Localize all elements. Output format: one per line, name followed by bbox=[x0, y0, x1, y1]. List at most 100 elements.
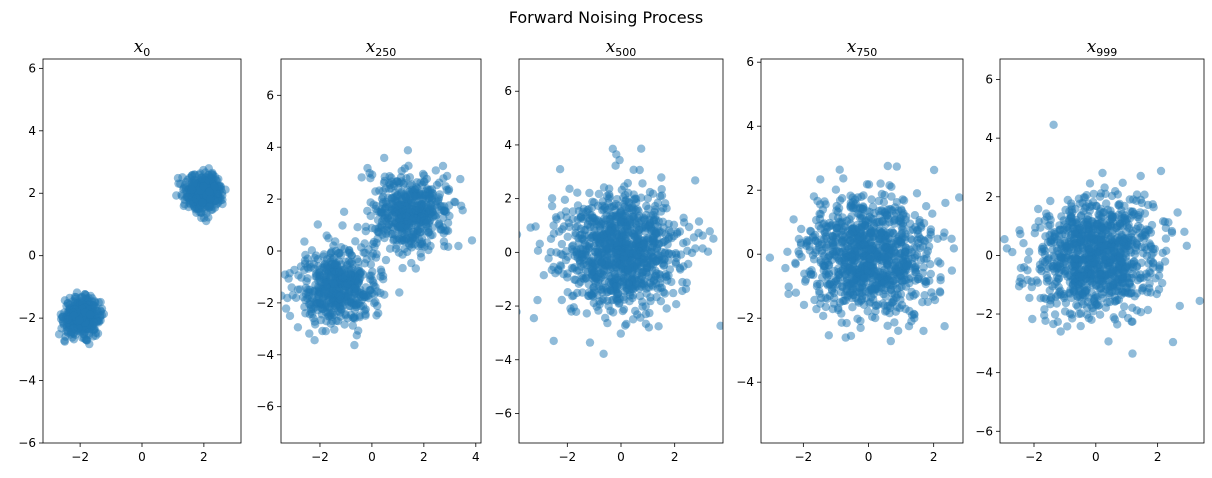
scatter-point bbox=[1118, 310, 1127, 319]
scatter-point bbox=[885, 181, 894, 190]
scatter-point bbox=[1036, 294, 1045, 303]
scatter-point bbox=[902, 261, 912, 271]
scatter-point bbox=[206, 194, 215, 204]
scatter-point bbox=[914, 274, 923, 284]
scatter-point bbox=[308, 287, 318, 296]
scatter-point bbox=[684, 222, 694, 232]
scatter-point bbox=[933, 234, 942, 243]
scatter-point bbox=[797, 224, 806, 234]
scatter-point bbox=[1092, 300, 1102, 309]
scatter-point bbox=[636, 193, 646, 202]
scatter-point bbox=[789, 215, 798, 224]
scatter-point bbox=[431, 166, 440, 175]
scatter-point bbox=[417, 212, 426, 221]
scatter-point bbox=[1100, 183, 1109, 192]
scatter-point bbox=[444, 186, 453, 196]
scatter-point bbox=[559, 222, 569, 231]
scatter-point bbox=[310, 253, 319, 263]
scatter-point bbox=[583, 220, 593, 229]
scatter-point bbox=[637, 144, 646, 153]
scatter-point bbox=[926, 230, 935, 239]
scatter-point bbox=[656, 207, 666, 216]
scatter-point bbox=[340, 273, 350, 282]
scatter-point bbox=[437, 205, 446, 214]
scatter-point bbox=[842, 286, 851, 296]
scatter-point bbox=[300, 256, 310, 265]
scatter-point bbox=[884, 252, 893, 262]
scatter-point bbox=[657, 283, 666, 292]
scatter-point bbox=[544, 254, 553, 263]
scatter-point bbox=[816, 258, 825, 267]
scatter-point bbox=[188, 170, 197, 180]
scatter-point bbox=[929, 165, 939, 175]
scatter-point bbox=[783, 247, 792, 256]
scatter-point bbox=[889, 246, 898, 255]
scatter-points bbox=[281, 146, 477, 350]
scatter-point bbox=[1016, 229, 1025, 239]
scatter-point bbox=[894, 326, 903, 335]
scatter-point bbox=[855, 232, 864, 241]
scatter-point bbox=[316, 315, 326, 325]
panel-title: x250 bbox=[366, 37, 397, 59]
scatter-point bbox=[383, 222, 392, 231]
scatter-point bbox=[303, 274, 312, 283]
scatter-point bbox=[352, 286, 362, 295]
scatter-point bbox=[1057, 212, 1066, 221]
scatter-point bbox=[651, 257, 661, 266]
scatter-point bbox=[838, 213, 847, 222]
scatter-point bbox=[457, 201, 466, 210]
scatter-point bbox=[1132, 190, 1142, 199]
scatter-point bbox=[904, 322, 914, 331]
scatter-point bbox=[632, 259, 642, 269]
scatter-point bbox=[909, 291, 918, 300]
scatter-point bbox=[941, 198, 950, 208]
scatter-point bbox=[859, 240, 868, 249]
scatter-point bbox=[922, 202, 931, 211]
scatter-point bbox=[1120, 302, 1129, 311]
scatter-point bbox=[616, 209, 625, 218]
scatter-point bbox=[1042, 256, 1052, 265]
scatter-point bbox=[662, 304, 671, 313]
scatter-point bbox=[334, 249, 344, 258]
scatter-point bbox=[839, 296, 849, 305]
scatter-point bbox=[886, 336, 895, 346]
scatter-point bbox=[1091, 293, 1100, 303]
scatter-point bbox=[568, 207, 578, 216]
scatter-point bbox=[593, 272, 603, 281]
x-tick-label: 0 bbox=[617, 450, 625, 464]
scatter-point bbox=[619, 292, 628, 302]
scatter-point bbox=[643, 194, 652, 203]
panel-title: x750 bbox=[847, 37, 878, 59]
scatter-point bbox=[1095, 192, 1105, 201]
scatter-point bbox=[549, 262, 558, 272]
scatter-point bbox=[320, 287, 329, 296]
scatter-point bbox=[293, 323, 303, 332]
scatter-point bbox=[838, 265, 848, 274]
scatter-point bbox=[340, 320, 349, 329]
scatter-point bbox=[1061, 205, 1070, 215]
scatter-point bbox=[1019, 239, 1028, 248]
scatter-point bbox=[765, 253, 775, 262]
scatter-point bbox=[631, 306, 640, 316]
scatter-point bbox=[890, 318, 899, 327]
scatter-point bbox=[1000, 235, 1009, 244]
scatter-point bbox=[605, 227, 615, 236]
scatter-point bbox=[304, 264, 313, 273]
scatter-point bbox=[672, 300, 681, 309]
scatter-point bbox=[454, 241, 463, 251]
scatter-point bbox=[851, 204, 860, 213]
scatter-point bbox=[1075, 309, 1084, 319]
scatter-point bbox=[825, 251, 834, 260]
scatter-point bbox=[1128, 349, 1137, 358]
scatter-point bbox=[657, 173, 666, 182]
scatter-point bbox=[208, 168, 217, 178]
scatter-point bbox=[324, 234, 333, 243]
scatter-point bbox=[716, 321, 723, 330]
scatter-point bbox=[599, 349, 608, 358]
scatter-point bbox=[824, 260, 834, 270]
scatter-point bbox=[883, 321, 892, 330]
scatter-point bbox=[832, 223, 841, 233]
scatter-point bbox=[705, 227, 714, 236]
scatter-point bbox=[877, 261, 887, 270]
scatter-point bbox=[1139, 249, 1148, 258]
